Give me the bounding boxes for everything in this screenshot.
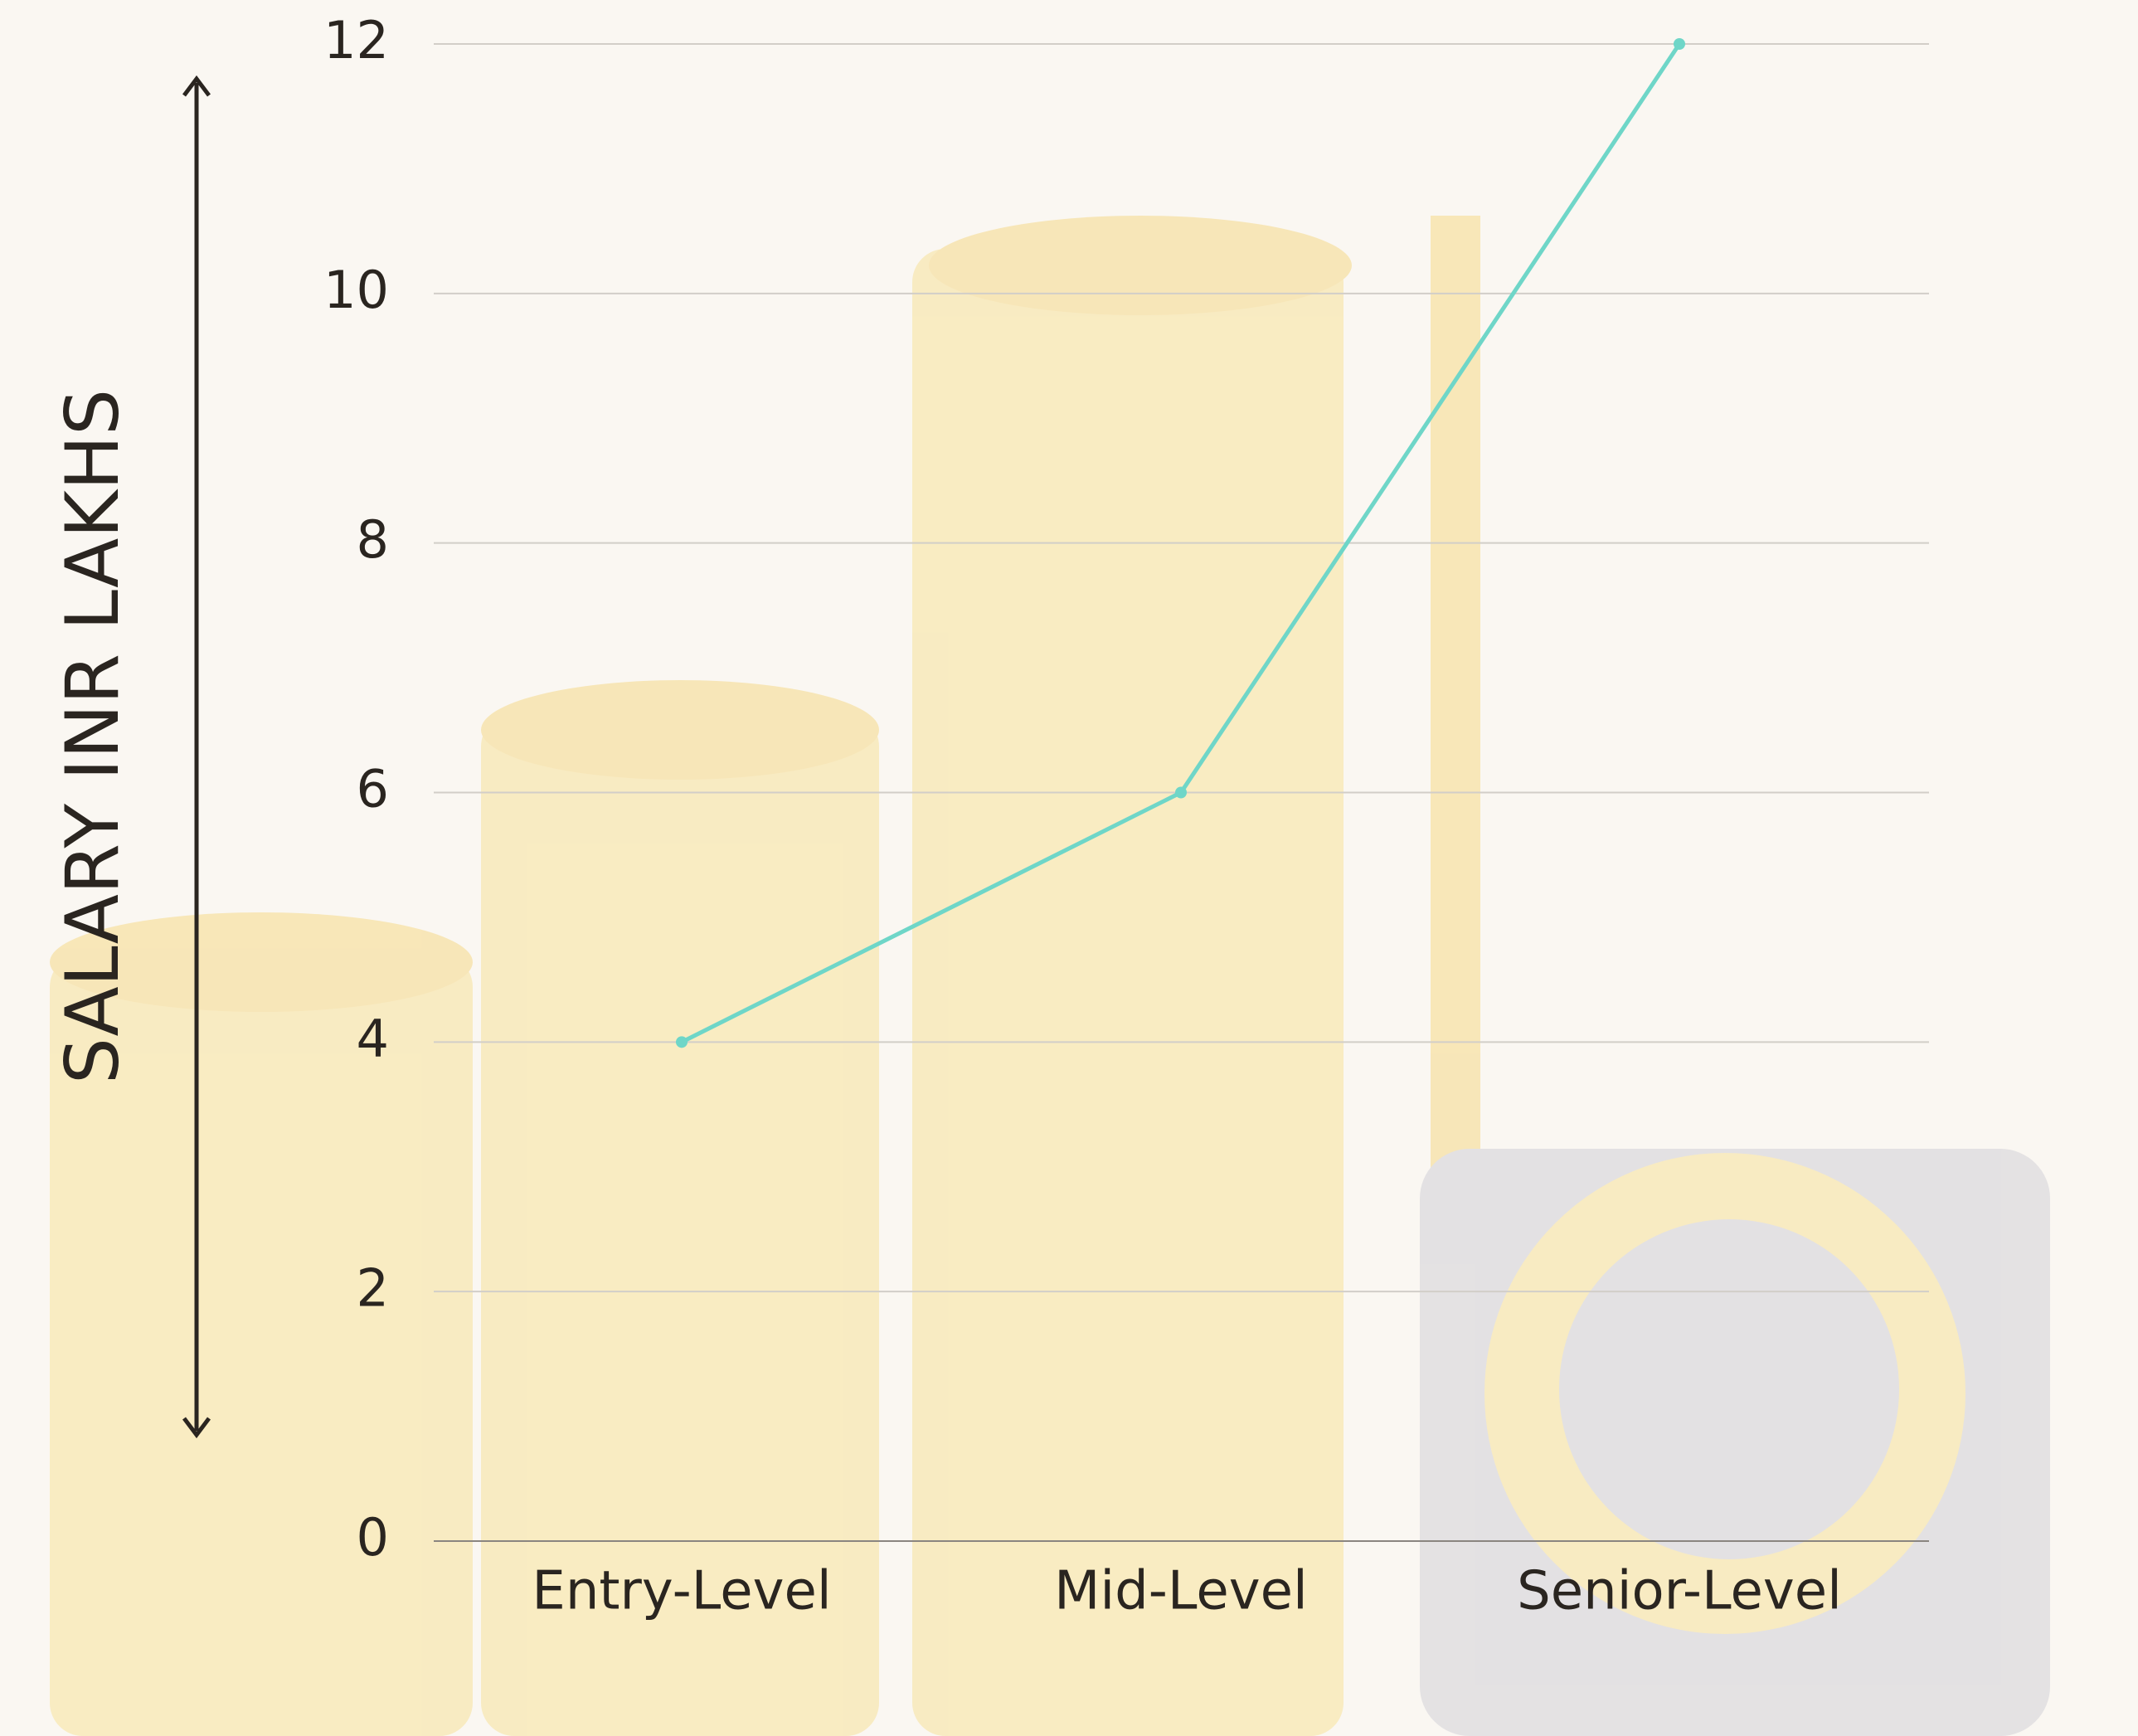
x-tick-label: Entry-Level	[532, 1561, 831, 1622]
y-tick-label: 0	[357, 1507, 389, 1568]
point	[676, 1036, 688, 1048]
x-tick-label: Mid-Level	[1054, 1561, 1308, 1622]
point	[1175, 786, 1187, 799]
point	[1674, 38, 1685, 50]
axis-arrow-head	[182, 75, 211, 1439]
x-tick-label: Senior-Level	[1517, 1561, 1842, 1622]
y-tick-label: 6	[357, 759, 389, 819]
y-tick-label: 8	[357, 509, 389, 570]
y-axis-label: SALARY INR LAKHS	[50, 389, 135, 1084]
y-tick-label: 10	[323, 260, 389, 320]
background-illustration	[50, 216, 2050, 1736]
y-tick-label: 4	[357, 1008, 389, 1068]
y-tick-label: 2	[357, 1257, 389, 1318]
y-tick-label: 12	[323, 10, 389, 71]
